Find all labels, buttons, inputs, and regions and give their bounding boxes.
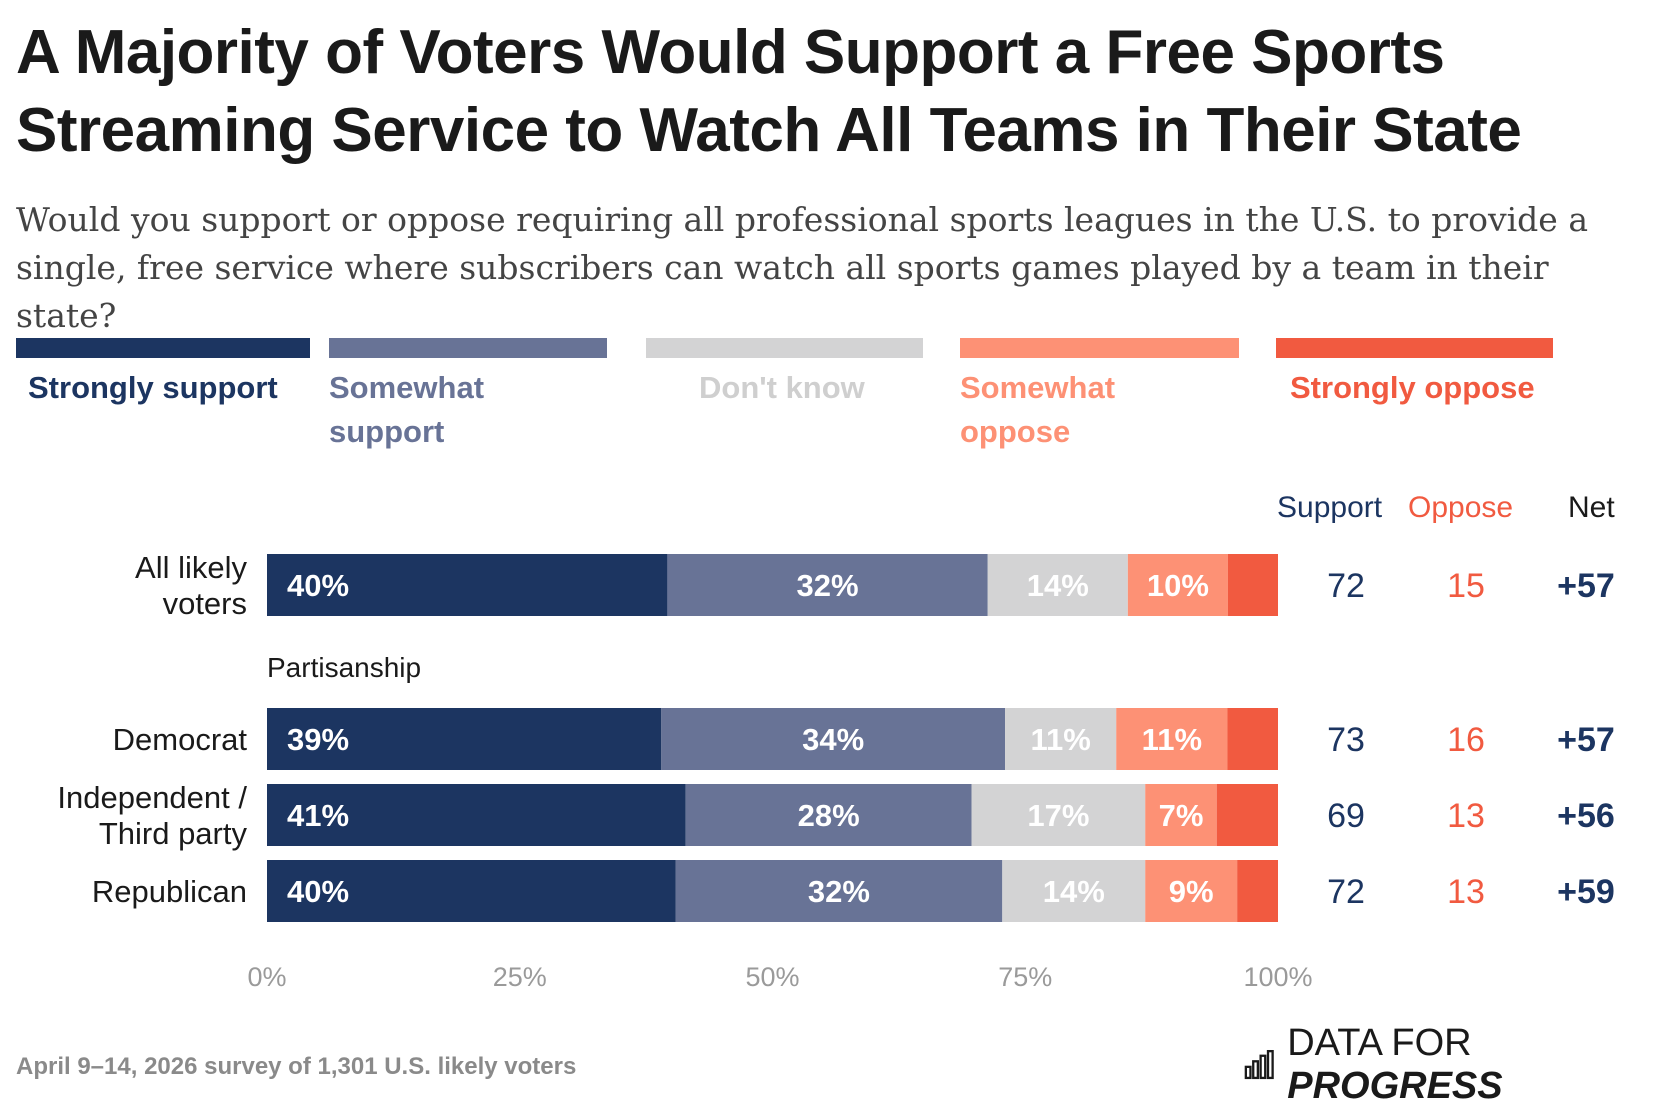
row-label: Republican xyxy=(92,874,247,909)
legend-item-somewhat-support: Somewhat support xyxy=(329,338,607,454)
x-tick-label: 50% xyxy=(745,962,799,992)
legend-swatch xyxy=(646,338,923,358)
row-label: All likely xyxy=(135,550,247,585)
legend-item-strongly-oppose: Strongly oppose xyxy=(1276,338,1553,410)
legend-swatch xyxy=(16,338,310,358)
row-label: Democrat xyxy=(113,722,248,757)
legend: Strongly support Somewhat support Don't … xyxy=(16,338,1656,449)
brand-logo: DATA FOR PROGRESS xyxy=(1244,1022,1666,1107)
bar-segment xyxy=(1145,784,1217,846)
segment-label: 14% xyxy=(1043,874,1105,909)
bar-segment xyxy=(1145,860,1238,922)
bar-segment xyxy=(267,554,668,616)
segment-label: 9% xyxy=(1169,874,1214,909)
legend-label: Somewhat support xyxy=(329,370,485,449)
x-tick-label: 25% xyxy=(493,962,547,992)
net-value: +57 xyxy=(1557,567,1615,605)
legend-item-strongly-support: Strongly support xyxy=(16,338,310,410)
x-tick-label: 0% xyxy=(247,962,286,992)
segment-label: 40% xyxy=(287,874,349,909)
row-label: Independent / xyxy=(57,780,247,815)
bar-chart-logo-icon xyxy=(1244,1049,1274,1080)
legend-item-dont-know: Don't know xyxy=(646,338,923,410)
legend-swatch xyxy=(960,338,1239,358)
segment-label: 41% xyxy=(287,798,349,833)
bar-segment xyxy=(1237,860,1278,922)
support-value: 72 xyxy=(1327,873,1365,911)
bar-segment xyxy=(987,554,1128,616)
net-value: +59 xyxy=(1557,873,1615,911)
bar-segment xyxy=(1005,708,1117,770)
group-label: Partisanship xyxy=(267,652,421,683)
x-tick-label: 100% xyxy=(1243,962,1312,992)
net-value: +57 xyxy=(1557,721,1615,759)
bar-segment xyxy=(1127,554,1228,616)
bar-segment xyxy=(675,860,1003,922)
support-value: 73 xyxy=(1327,721,1365,759)
survey-note: April 9–14, 2026 survey of 1,301 U.S. li… xyxy=(16,1053,577,1080)
bar-segment xyxy=(1002,860,1146,922)
column-header-net: Net xyxy=(1568,491,1615,524)
bar-segment xyxy=(1216,784,1278,846)
legend-label: Strongly oppose xyxy=(1290,370,1535,405)
net-value: +56 xyxy=(1557,797,1615,835)
legend-swatch xyxy=(329,338,607,358)
segment-label: 14% xyxy=(1027,568,1089,603)
column-header-support: Support xyxy=(1277,491,1383,524)
segment-label: 11% xyxy=(1030,722,1090,757)
oppose-value: 15 xyxy=(1447,567,1485,605)
bar-segment xyxy=(1116,708,1228,770)
segment-label: 28% xyxy=(798,798,860,833)
legend-item-somewhat-oppose: Somewhat oppose xyxy=(960,338,1239,454)
oppose-value: 13 xyxy=(1447,797,1485,835)
segment-label: 32% xyxy=(797,568,859,603)
bar-segment xyxy=(267,708,662,770)
support-value: 72 xyxy=(1327,567,1365,605)
chart-subtitle: Would you support or oppose requiring al… xyxy=(16,200,1588,335)
column-header-oppose: Oppose xyxy=(1408,491,1514,524)
segment-label: 32% xyxy=(808,874,870,909)
segment-label: 10% xyxy=(1147,568,1209,603)
legend-label: Somewhat oppose xyxy=(960,370,1116,449)
bar-segment xyxy=(267,860,676,922)
oppose-value: 16 xyxy=(1447,721,1485,759)
segment-label: 34% xyxy=(802,722,864,757)
segment-label: 11% xyxy=(1142,722,1202,757)
brand-name-light: DATA FOR xyxy=(1287,1022,1472,1064)
segment-label: 17% xyxy=(1027,798,1089,833)
legend-label: Strongly support xyxy=(28,370,278,405)
bar-segment xyxy=(661,708,1006,770)
bar-segment xyxy=(1227,554,1278,616)
segment-label: 7% xyxy=(1159,798,1204,833)
legend-label: Don't know xyxy=(699,370,865,405)
bar-segment xyxy=(971,784,1146,846)
segment-label: 40% xyxy=(287,568,349,603)
bar-segment xyxy=(1227,708,1278,770)
bar-segment xyxy=(667,554,988,616)
bar-segment xyxy=(685,784,972,846)
x-tick-label: 75% xyxy=(998,962,1052,992)
bar-segment xyxy=(267,784,686,846)
chart-title: A Majority of Voters Would Support a Fre… xyxy=(16,18,1522,165)
oppose-value: 13 xyxy=(1447,873,1485,911)
row-label: Third party xyxy=(99,816,248,851)
legend-swatch xyxy=(1276,338,1553,358)
row-label: voters xyxy=(163,586,247,621)
segment-label: 39% xyxy=(287,722,349,757)
brand-name: DATA FOR PROGRESS xyxy=(1287,1022,1666,1108)
brand-name-strong: PROGRESS xyxy=(1287,1065,1503,1107)
support-value: 69 xyxy=(1327,797,1365,835)
